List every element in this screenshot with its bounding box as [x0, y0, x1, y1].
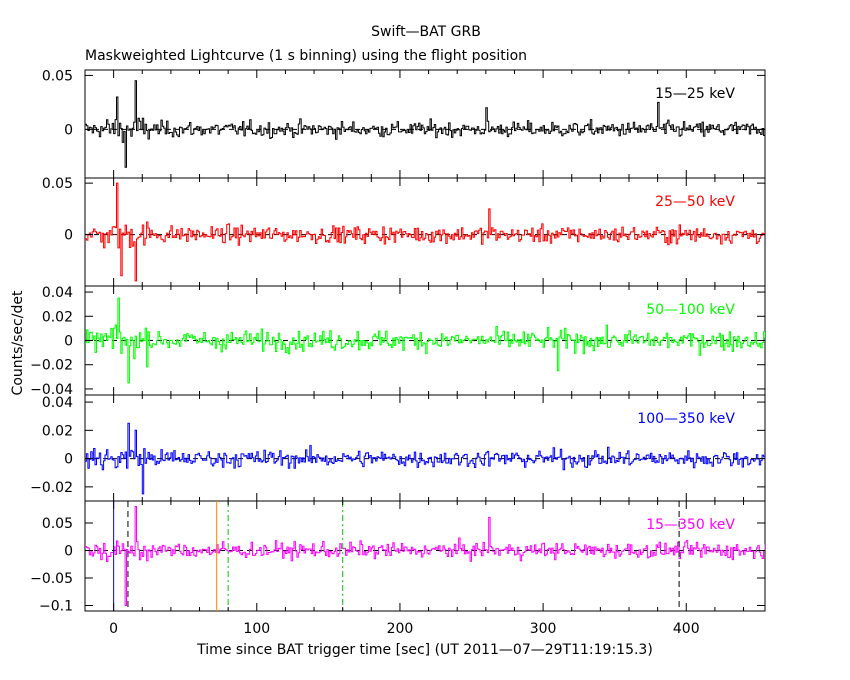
energy-band-label: 25—50 keV	[655, 194, 735, 210]
y-tick-label: 0.02	[42, 309, 73, 325]
panel-4: 0.04 0.02 0 −0.02 100—350 keV	[30, 394, 766, 502]
panel-2: 0.05 0 25—50 keV	[42, 176, 766, 287]
y-axis-label: Counts/sec/det	[10, 290, 26, 395]
energy-band-label: 15—350 keV	[646, 517, 735, 533]
light-curve-series	[85, 422, 765, 495]
light-curve-series	[85, 80, 765, 168]
x-tick-label: 300	[530, 621, 557, 637]
y-tick-label: −0.04	[30, 382, 73, 398]
y-tick-label: −0.02	[30, 358, 73, 374]
y-tick-label: 0.05	[42, 176, 73, 192]
y-tick-label: 0	[64, 452, 73, 468]
y-tick-label: 0	[64, 544, 73, 560]
x-axis-label: Time since BAT trigger time [sec] (UT 20…	[196, 642, 653, 658]
y-tick-label: 0.04	[42, 285, 73, 301]
energy-band-label: 15—25 keV	[655, 86, 735, 102]
light-curve-series	[85, 182, 765, 282]
y-tick-label: 0	[64, 122, 73, 138]
y-tick-label: −0.02	[30, 480, 73, 496]
x-tick-label: 400	[673, 621, 700, 637]
panel-1: 0.05 0 15—25 keV	[42, 68, 766, 179]
energy-band-label: 50—100 keV	[646, 302, 735, 318]
y-tick-label: −0.1	[39, 599, 73, 615]
light-curve-series	[85, 297, 765, 384]
panel-3: 0.04 0.02 0 −0.02 −0.04 50—100 keV	[30, 285, 766, 398]
y-tick-label: 0.02	[42, 423, 73, 439]
y-tick-label: 0.05	[42, 516, 73, 532]
x-tick-label: 0	[109, 621, 118, 637]
y-tick-label: 0.04	[42, 395, 73, 411]
x-tick-label: 100	[243, 621, 270, 637]
energy-band-label: 100—350 keV	[637, 411, 735, 427]
x-tick-label: 200	[387, 621, 414, 637]
panels: 0.05 0 15—25 keV 0.05 0 25—50 keV 0.04 0.02 0 −0.…	[30, 68, 766, 637]
light-curve-series	[85, 506, 765, 606]
y-tick-label: 0	[64, 228, 73, 244]
panel-5: 0.05 0 −0.05 −0.1 15—350 keV	[30, 500, 766, 615]
chart-title: Swift—BAT GRB	[371, 24, 481, 40]
panel-frame	[84, 500, 766, 612]
y-tick-label: 0	[64, 334, 73, 350]
chart-subtitle: Maskweighted Lightcurve (1 s binning) us…	[85, 48, 527, 64]
y-tick-label: 0.05	[42, 68, 73, 84]
y-tick-label: −0.05	[30, 571, 73, 587]
